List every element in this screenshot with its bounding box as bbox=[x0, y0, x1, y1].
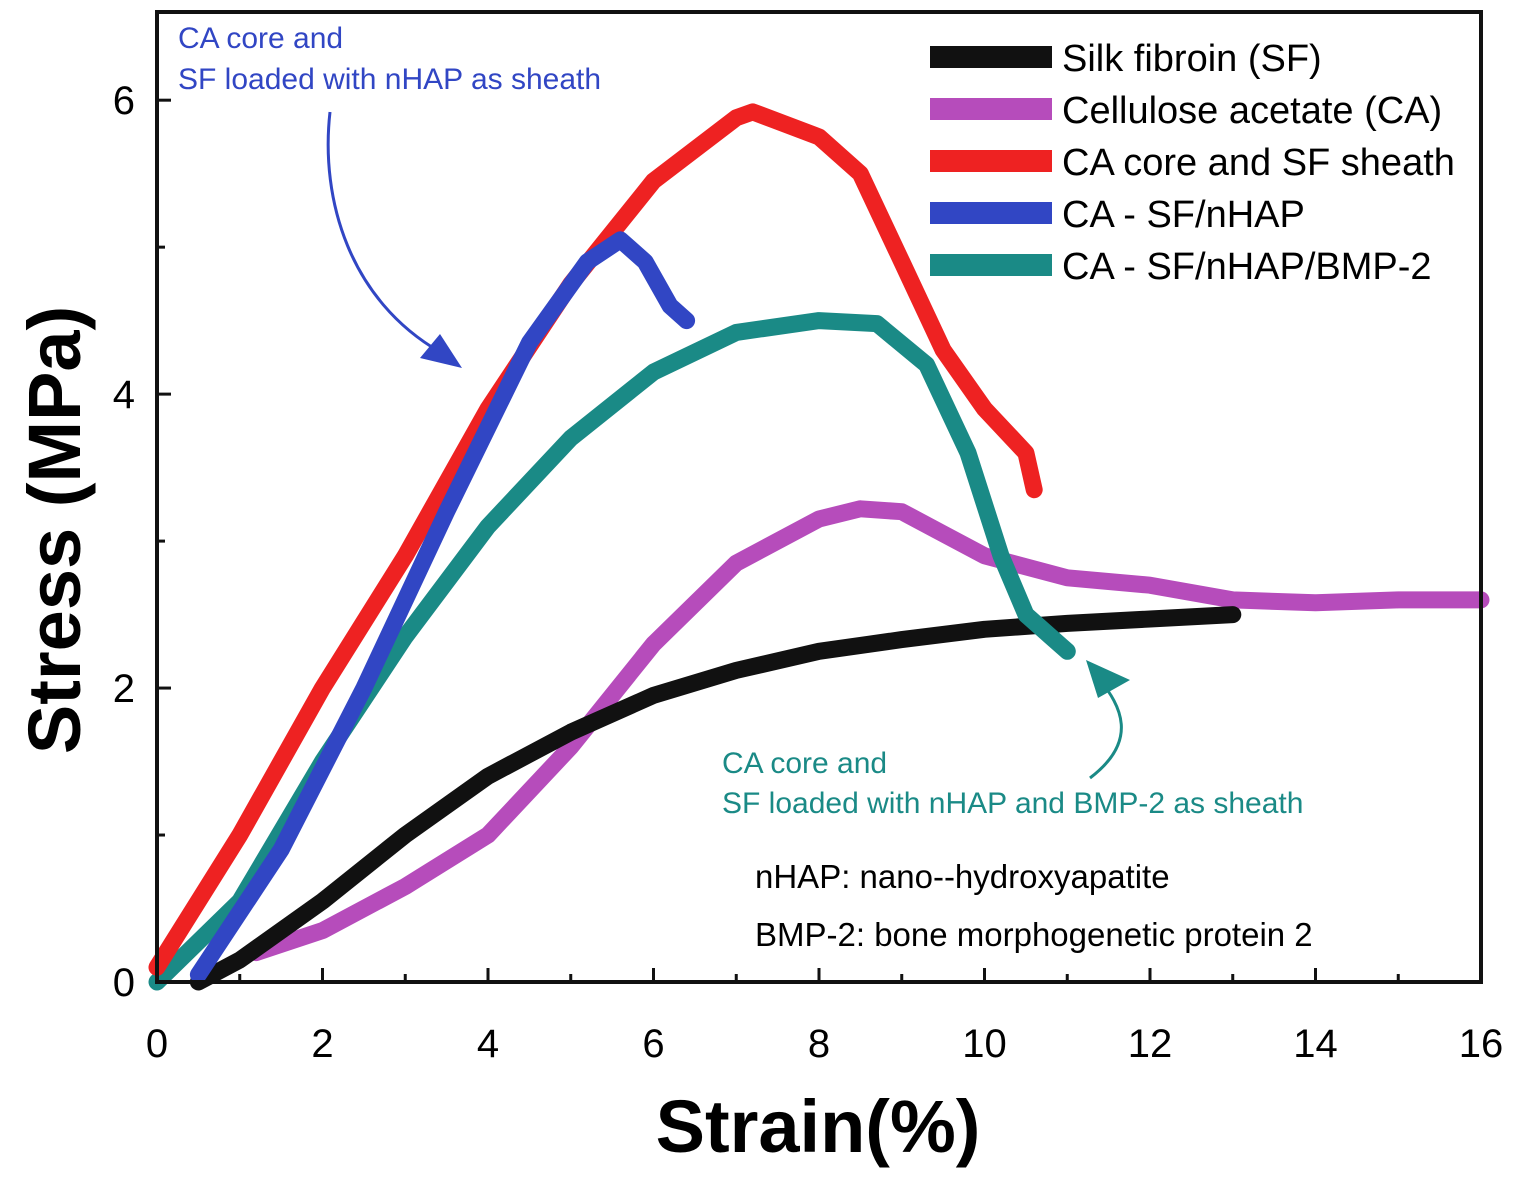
plot-frame bbox=[155, 10, 1483, 984]
x-tick-label: 10 bbox=[962, 1022, 1007, 1066]
legend-label-ca-core-and-sf-sheath: CA core and SF sheath bbox=[1062, 142, 1455, 184]
legend-swatch-ca-sf-nhap bbox=[930, 202, 1052, 224]
annotation-ca-sf-nhap-bmp2-line-1: CA core and bbox=[722, 747, 887, 780]
note-nhap-definition: nHAP: nano--hydroxyapatite bbox=[755, 858, 1170, 895]
legend-label-cellulose-acetate-ca: Cellulose acetate (CA) bbox=[1062, 90, 1442, 132]
legend: Silk fibroin (SF) Cellulose acetate (CA) C… bbox=[930, 38, 1455, 288]
annotation-arrowhead-teal bbox=[1086, 660, 1130, 698]
annotation-ca-sf-nhap: CA core and SF loaded with nHAP as sheat… bbox=[178, 22, 601, 368]
abbreviation-notes: nHAP: nano--hydroxyapatite BMP-2: bone m… bbox=[755, 858, 1313, 953]
legend-swatch-ca-sf-nhap-bmp-2 bbox=[930, 254, 1052, 276]
series-line-ca-sf-nhap bbox=[189, 231, 696, 984]
annotation-ca-sf-nhap-bmp2-line-2: SF loaded with nHAP and BMP-2 as sheath bbox=[722, 787, 1303, 820]
y-tick-label: 0 bbox=[113, 961, 135, 1005]
x-tick-label: 12 bbox=[1128, 1022, 1173, 1066]
series-line-ca-core-and-sf-sheath bbox=[148, 103, 1043, 976]
legend-swatch-ca-core-and-sf-sheath bbox=[930, 150, 1052, 172]
y-tick-label: 6 bbox=[113, 79, 135, 123]
annotation-arrowhead-blue bbox=[420, 334, 462, 368]
legend-swatch-silk-fibroin-sf bbox=[930, 46, 1052, 68]
legend-label-ca-sf-nhap-bmp-2: CA - SF/nHAP/BMP-2 bbox=[1062, 246, 1432, 288]
x-tick-label: 2 bbox=[311, 1022, 333, 1066]
x-axis-title: Strain(%) bbox=[656, 1085, 981, 1168]
legend-label-ca-sf-nhap: CA - SF/nHAP bbox=[1062, 194, 1305, 236]
legend-swatch-cellulose-acetate-ca bbox=[930, 98, 1052, 120]
series-line-silk-fibroin-sf bbox=[189, 606, 1242, 991]
x-tick-label: 0 bbox=[146, 1022, 168, 1066]
annotation-arrow-teal bbox=[1089, 679, 1123, 780]
tick-labels: 0 2 4 6 8 10 12 14 16 0 2 4 6 bbox=[113, 79, 1504, 1066]
y-tick-label: 4 bbox=[113, 373, 135, 417]
x-tick-label: 8 bbox=[808, 1022, 830, 1066]
y-tick-label: 2 bbox=[113, 667, 135, 711]
legend-label-silk-fibroin-sf: Silk fibroin (SF) bbox=[1062, 38, 1322, 80]
y-axis-title: Stress (MPa) bbox=[13, 306, 96, 754]
annotation-arrow-blue bbox=[326, 111, 441, 354]
x-tick-label: 14 bbox=[1293, 1022, 1338, 1066]
annotation-ca-sf-nhap-line-1: CA core and bbox=[178, 22, 343, 55]
series-line-cellulose-acetate-ca bbox=[247, 500, 1490, 962]
x-tick-label: 16 bbox=[1459, 1022, 1504, 1066]
annotation-ca-sf-nhap-bmp2: CA core and SF loaded with nHAP and BMP-… bbox=[722, 660, 1303, 820]
series-layer bbox=[148, 103, 1490, 991]
x-tick-label: 6 bbox=[642, 1022, 664, 1066]
annotation-ca-sf-nhap-line-2: SF loaded with nHAP as sheath bbox=[178, 63, 601, 96]
note-bmp2-definition: BMP-2: bone morphogenetic protein 2 bbox=[755, 916, 1313, 953]
x-tick-label: 4 bbox=[477, 1022, 499, 1066]
